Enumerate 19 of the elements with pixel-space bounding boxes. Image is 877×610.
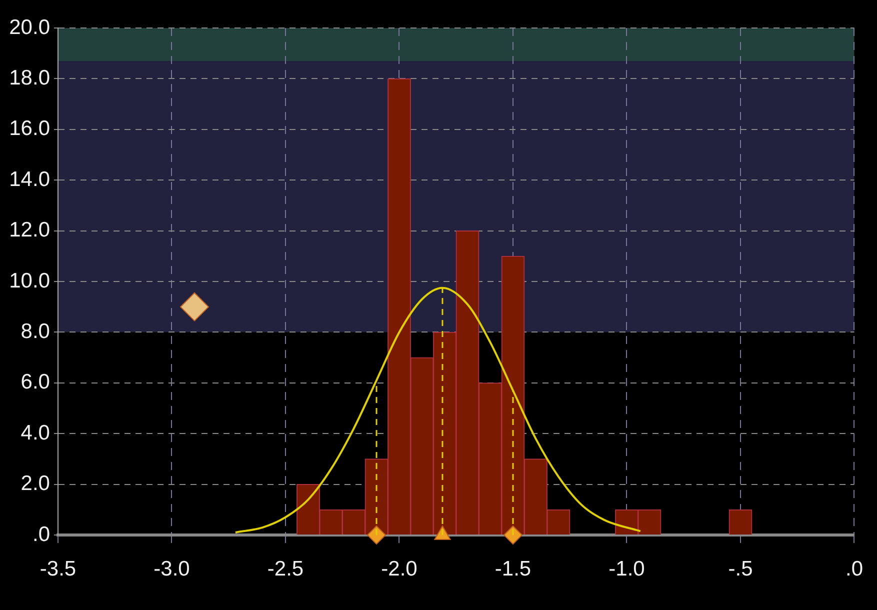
y-tick-label: 8.0 [20, 320, 50, 343]
y-tick-label: 10.0 [9, 269, 50, 292]
x-tick-label: -2.0 [381, 557, 418, 580]
y-tick-label: 2.0 [20, 472, 50, 496]
y-tick-label: 20.0 [9, 16, 50, 39]
x-tick-label: -3.0 [154, 557, 190, 580]
x-tick-label: -.5 [728, 557, 753, 580]
y-tick-label: 16.0 [9, 117, 50, 140]
x-tick-label: -3.5 [40, 557, 76, 580]
x-tick-label: -1.5 [494, 557, 532, 580]
y-tick-label: .0 [32, 522, 50, 546]
y-tick-label: 6.0 [20, 370, 50, 394]
x-tick-label: -1.0 [608, 557, 645, 580]
y-tick-label: 4.0 [20, 421, 50, 444]
y-tick-label: 14.0 [9, 168, 50, 191]
x-tick-label: -2.5 [267, 557, 304, 580]
y-tick-label: 18.0 [9, 66, 50, 90]
x-tick-label: .0 [845, 557, 863, 580]
y-tick-label: 12.0 [9, 218, 50, 242]
